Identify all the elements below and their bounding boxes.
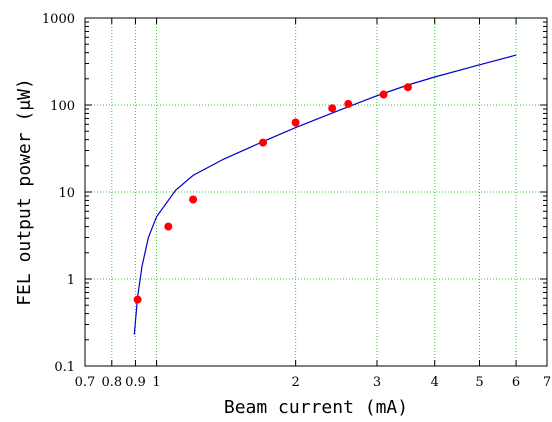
- x-tick-label: 7: [543, 375, 551, 390]
- x-axis-label: Beam current (mA): [224, 397, 408, 418]
- y-tick-label: 1000: [42, 12, 75, 27]
- data-point: [379, 90, 388, 99]
- y-tick-label: 100: [50, 99, 75, 114]
- data-point: [344, 99, 353, 108]
- y-tick-label: 0.1: [54, 360, 75, 375]
- x-tick-labels: 0.7 0.8 0.9 1 2 3 4 5 6 7: [75, 375, 551, 390]
- x-tick-label: 2: [291, 375, 299, 390]
- data-point: [328, 104, 337, 113]
- x-tick-label: 1: [152, 375, 160, 390]
- data-points-layer: [133, 83, 412, 304]
- data-point: [133, 295, 142, 304]
- data-point: [164, 222, 173, 231]
- tick-marks: [84, 17, 548, 367]
- y-tick-labels: 0.1 1 10 100 1000: [42, 12, 75, 375]
- x-tick-label: 3: [373, 375, 381, 390]
- x-tick-label: 0.7: [75, 375, 96, 390]
- x-tick-label: 5: [475, 375, 483, 390]
- data-point: [291, 118, 300, 127]
- x-tick-label: 0.9: [125, 375, 146, 390]
- x-tick-label: 0.8: [101, 375, 122, 390]
- data-point: [189, 195, 198, 204]
- grid: [85, 18, 547, 366]
- data-point: [403, 83, 412, 92]
- data-point: [259, 138, 267, 147]
- fit-curve-layer: [133, 54, 517, 335]
- x-tick-label: 4: [431, 375, 439, 390]
- fit-curve: [133, 54, 517, 335]
- y-axis-label: FEL output power (μW): [14, 78, 35, 306]
- y-tick-label: 10: [58, 186, 75, 201]
- x-tick-label: 6: [512, 375, 520, 390]
- y-tick-label: 1: [67, 273, 75, 288]
